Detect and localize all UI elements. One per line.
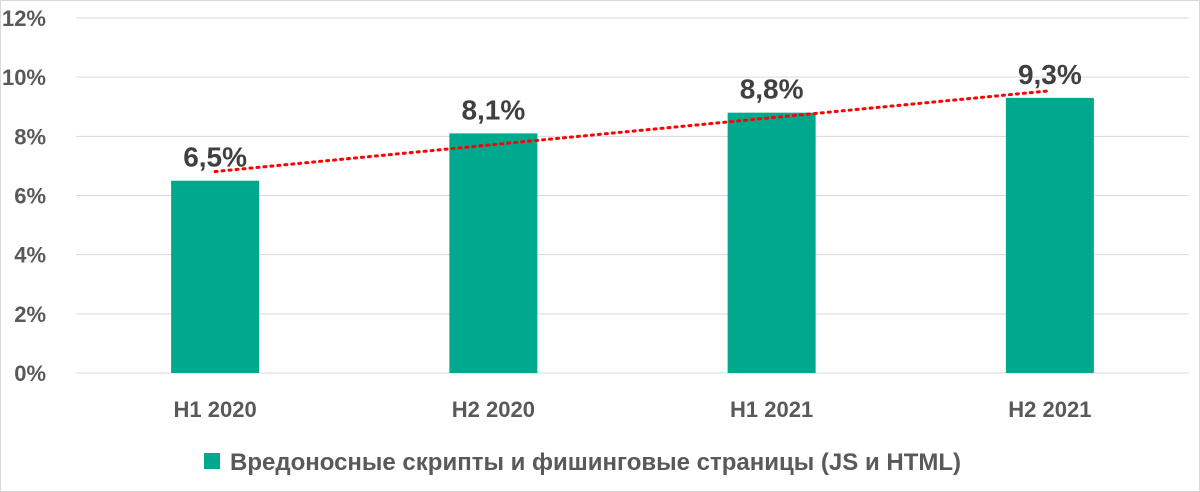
bar — [1005, 97, 1094, 373]
legend-label: Вредоносные скрипты и фишинговые страниц… — [230, 449, 961, 476]
y-tick-label: 2% — [14, 302, 46, 327]
y-tick-label: 12% — [2, 6, 46, 31]
data-label: 8,8% — [740, 74, 804, 105]
legend: Вредоносные скрипты и фишинговые страниц… — [204, 449, 961, 476]
x-tick-label: H1 2020 — [174, 397, 257, 422]
x-tick-label: H2 2021 — [1008, 397, 1091, 422]
y-tick-label: 0% — [14, 361, 46, 386]
y-axis-ticks: 0% 2% 4% 6% 8% 10% 12% — [2, 6, 46, 386]
legend-swatch — [204, 453, 220, 469]
y-tick-label: 4% — [14, 243, 46, 268]
trendline — [213, 89, 1052, 174]
x-tick-label: H1 2021 — [730, 397, 813, 422]
bar — [727, 112, 816, 374]
y-tick-label: 10% — [2, 65, 46, 90]
data-labels: 6,5% 8,1% 8,8% 9,3% — [183, 59, 1082, 173]
data-label: 8,1% — [461, 94, 525, 125]
bar — [171, 180, 260, 373]
y-tick-label: 6% — [14, 184, 46, 209]
data-label: 9,3% — [1018, 59, 1082, 90]
data-label: 6,5% — [183, 142, 247, 173]
gridlines — [76, 17, 1189, 374]
x-axis-ticks: H1 2020 H2 2020 H1 2021 H2 2021 — [174, 397, 1092, 422]
y-tick-label: 8% — [14, 124, 46, 149]
bars — [171, 97, 1094, 374]
trendline-group — [213, 89, 1052, 174]
bar — [449, 133, 538, 373]
x-tick-label: H2 2020 — [452, 397, 535, 422]
